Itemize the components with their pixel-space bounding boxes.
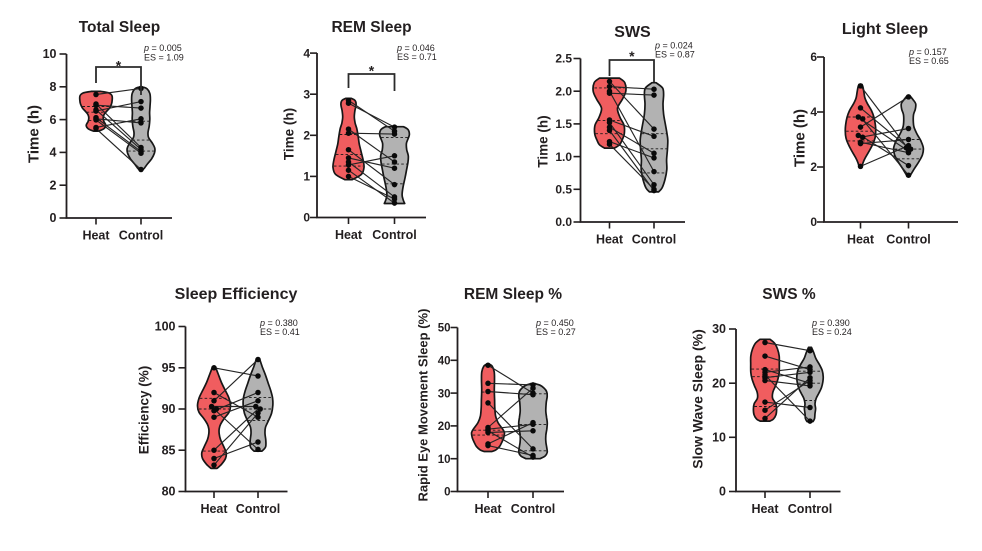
svg-text:6: 6 [50, 113, 57, 127]
svg-text:0: 0 [50, 211, 57, 225]
svg-text:0: 0 [719, 485, 726, 499]
svg-text:ES = 1.09: ES = 1.09 [144, 52, 184, 62]
svg-text:Control: Control [886, 233, 930, 247]
svg-text:20: 20 [438, 421, 451, 433]
svg-text:6: 6 [810, 50, 817, 64]
svg-text:100: 100 [155, 320, 176, 334]
svg-text:1.0: 1.0 [555, 150, 572, 164]
svg-text:80: 80 [162, 485, 176, 499]
svg-text:Heat: Heat [82, 229, 110, 243]
svg-text:2.0: 2.0 [555, 84, 572, 98]
svg-text:ES = 0.24: ES = 0.24 [812, 327, 852, 337]
svg-text:Slow Wave Sleep (%): Slow Wave Sleep (%) [690, 329, 706, 469]
svg-text:p = 0.046: p = 0.046 [396, 43, 435, 53]
svg-text:Rapid Eye Movement Sleep (%): Rapid Eye Movement Sleep (%) [415, 309, 430, 502]
svg-text:Control: Control [511, 502, 555, 516]
svg-text:90: 90 [162, 402, 176, 416]
svg-text:1: 1 [303, 170, 310, 184]
svg-text:2: 2 [50, 178, 57, 192]
svg-text:Control: Control [236, 502, 280, 516]
svg-text:*: * [629, 48, 635, 64]
svg-text:4: 4 [303, 46, 310, 60]
svg-text:50: 50 [438, 323, 451, 335]
svg-text:REM Sleep: REM Sleep [331, 19, 411, 36]
svg-text:ES = 0.41: ES = 0.41 [260, 327, 300, 337]
svg-text:2.5: 2.5 [555, 52, 572, 66]
svg-text:Sleep Efficiency: Sleep Efficiency [175, 286, 298, 303]
svg-text:3: 3 [303, 87, 310, 101]
svg-text:Heat: Heat [596, 233, 624, 247]
svg-text:Heat: Heat [200, 502, 228, 516]
svg-text:Light Sleep: Light Sleep [842, 21, 928, 38]
svg-text:10: 10 [43, 47, 57, 61]
svg-text:Heat: Heat [847, 233, 875, 247]
svg-text:ES = 0.65: ES = 0.65 [909, 56, 949, 66]
svg-text:2: 2 [303, 129, 310, 143]
svg-text:0: 0 [444, 487, 450, 499]
svg-text:p = 0.005: p = 0.005 [143, 43, 182, 53]
svg-text:85: 85 [162, 443, 176, 457]
svg-text:Heat: Heat [335, 228, 363, 242]
svg-text:p = 0.390: p = 0.390 [811, 318, 850, 328]
svg-text:0.5: 0.5 [555, 183, 572, 197]
svg-text:4: 4 [810, 105, 817, 119]
svg-text:30: 30 [438, 388, 451, 400]
svg-text:10: 10 [438, 454, 451, 466]
svg-text:*: * [116, 58, 122, 74]
svg-text:*: * [369, 63, 375, 79]
svg-text:Time (h): Time (h) [282, 108, 297, 160]
svg-text:p = 0.450: p = 0.450 [535, 318, 574, 328]
svg-text:0: 0 [303, 211, 310, 225]
svg-text:Heat: Heat [474, 502, 502, 516]
svg-text:Efficiency (%): Efficiency (%) [137, 366, 152, 455]
svg-text:Control: Control [632, 233, 676, 247]
svg-text:4: 4 [50, 146, 57, 160]
svg-text:Time (h): Time (h) [792, 109, 809, 167]
svg-text:Time (h): Time (h) [536, 115, 551, 167]
svg-text:1.5: 1.5 [555, 117, 572, 131]
svg-text:Control: Control [119, 229, 163, 243]
svg-text:95: 95 [162, 361, 176, 375]
svg-text:ES = 0.27: ES = 0.27 [536, 327, 576, 337]
svg-text:Control: Control [372, 228, 416, 242]
svg-text:p = 0.157: p = 0.157 [908, 47, 947, 57]
svg-text:REM Sleep %: REM Sleep % [464, 286, 562, 303]
svg-text:8: 8 [50, 80, 57, 94]
svg-text:Control: Control [788, 502, 832, 516]
svg-text:SWS: SWS [614, 24, 651, 41]
svg-text:10: 10 [712, 431, 726, 445]
svg-text:ES = 0.71: ES = 0.71 [397, 52, 437, 62]
svg-text:Heat: Heat [751, 502, 779, 516]
svg-text:p = 0.024: p = 0.024 [654, 41, 693, 51]
svg-text:20: 20 [712, 376, 726, 390]
svg-text:Time (h): Time (h) [26, 105, 43, 163]
svg-text:0: 0 [810, 215, 817, 229]
svg-text:p = 0.380: p = 0.380 [259, 318, 298, 328]
svg-text:30: 30 [712, 322, 726, 336]
svg-text:ES = 0.87: ES = 0.87 [655, 50, 695, 60]
svg-text:0.0: 0.0 [555, 215, 572, 229]
svg-text:Total Sleep: Total Sleep [79, 19, 161, 36]
svg-text:SWS %: SWS % [762, 286, 816, 303]
svg-text:2: 2 [810, 160, 817, 174]
svg-text:40: 40 [438, 356, 451, 368]
